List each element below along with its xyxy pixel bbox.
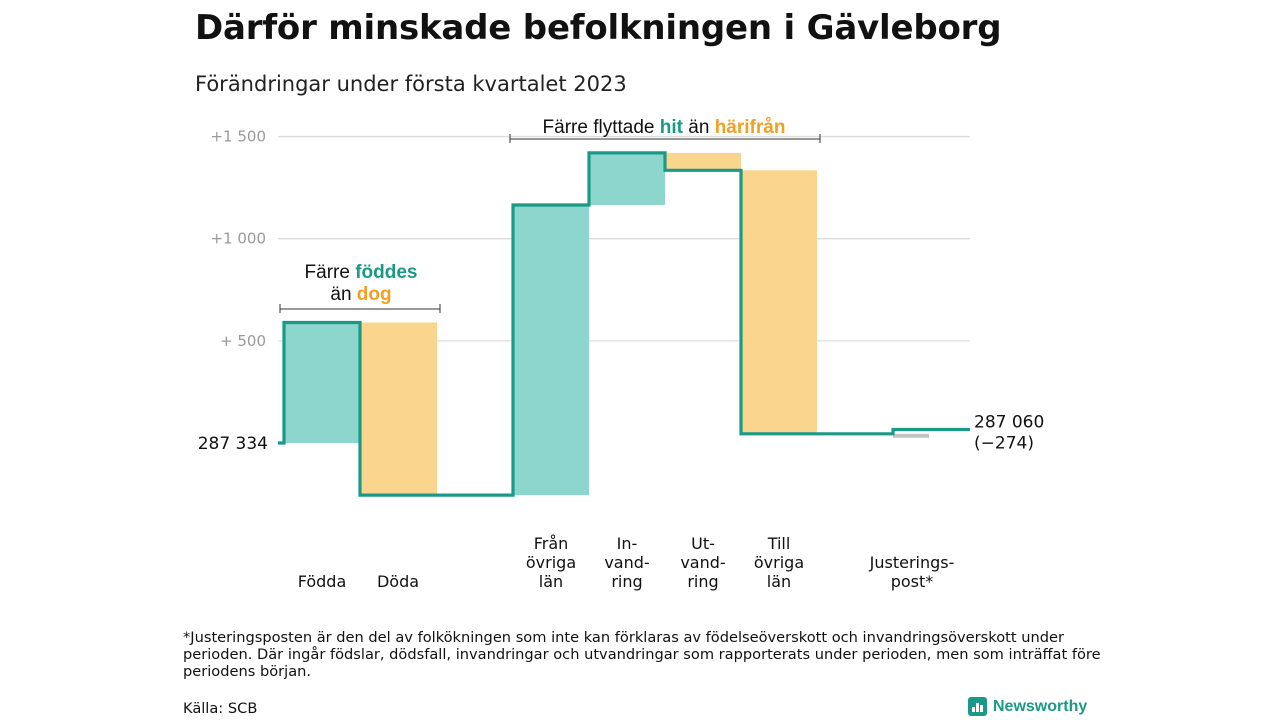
- annotation-migration: Färre flyttade hit än härifrån: [543, 117, 786, 138]
- bar-till: [741, 170, 817, 434]
- category-label-line: Justerings-: [869, 553, 955, 572]
- bar-just: [893, 433, 929, 438]
- category-label-line: ring: [687, 572, 719, 591]
- category-label-line: län: [766, 572, 792, 591]
- category-label-line: övriga: [753, 553, 805, 572]
- bar-doda: [360, 322, 437, 496]
- category-label-line: ring: [611, 572, 643, 591]
- category-label-line: Ut-: [691, 534, 715, 553]
- category-label-line: Till: [767, 534, 791, 553]
- annotation-births-line1: Färre föddes: [305, 262, 418, 283]
- category-label-fodda: Födda: [277, 572, 367, 591]
- category-label-line: In-: [616, 534, 638, 553]
- newsworthy-logo[interactable]: Newsworthy: [968, 697, 1087, 716]
- y-tick-label: +1 500: [210, 128, 266, 146]
- category-label-till: Till övriga län: [734, 534, 824, 591]
- y-tick-label: +1 000: [210, 230, 266, 248]
- y-tick-label: + 500: [220, 332, 266, 350]
- brand-name: Newsworthy: [993, 697, 1088, 715]
- category-label-just: Justerings-post*: [857, 553, 967, 591]
- newsworthy-logo-icon: [968, 697, 987, 716]
- chart-title: Därför minskade befolkningen i Gävleborg: [195, 8, 1002, 48]
- category-label-line: övriga: [525, 553, 577, 572]
- bar-fran: [513, 204, 589, 496]
- category-label-line: vand-: [680, 553, 726, 572]
- category-label-line: Födda: [297, 572, 347, 591]
- end-value-label: 287 060: [974, 413, 1044, 433]
- category-label-line: post*: [890, 572, 934, 591]
- category-label-line: Från: [533, 534, 569, 553]
- annotation-births-line2: än dog: [330, 284, 391, 305]
- bar-utvand: [665, 152, 741, 171]
- end-change-label: (−274): [974, 434, 1034, 454]
- bar-fodda: [284, 322, 360, 443]
- footnote: *Justeringsposten är den del av folkökni…: [183, 629, 1101, 680]
- start-value-label: 287 334: [198, 434, 268, 454]
- source-label: Källa: SCB: [183, 700, 258, 717]
- cumulative-line: [278, 151, 970, 497]
- category-label-fran: Från övriga län: [506, 534, 596, 591]
- bar-invand: [589, 152, 665, 205]
- category-label-doda: Döda: [353, 572, 443, 591]
- category-label-invand: In-vand-ring: [582, 534, 672, 591]
- category-label-line: län: [538, 572, 564, 591]
- chart-subtitle: Förändringar under första kvartalet 2023: [195, 72, 627, 96]
- category-label-line: vand-: [604, 553, 650, 572]
- category-label-utvand: Ut-vand-ring: [658, 534, 748, 591]
- category-label-line: Döda: [376, 572, 420, 591]
